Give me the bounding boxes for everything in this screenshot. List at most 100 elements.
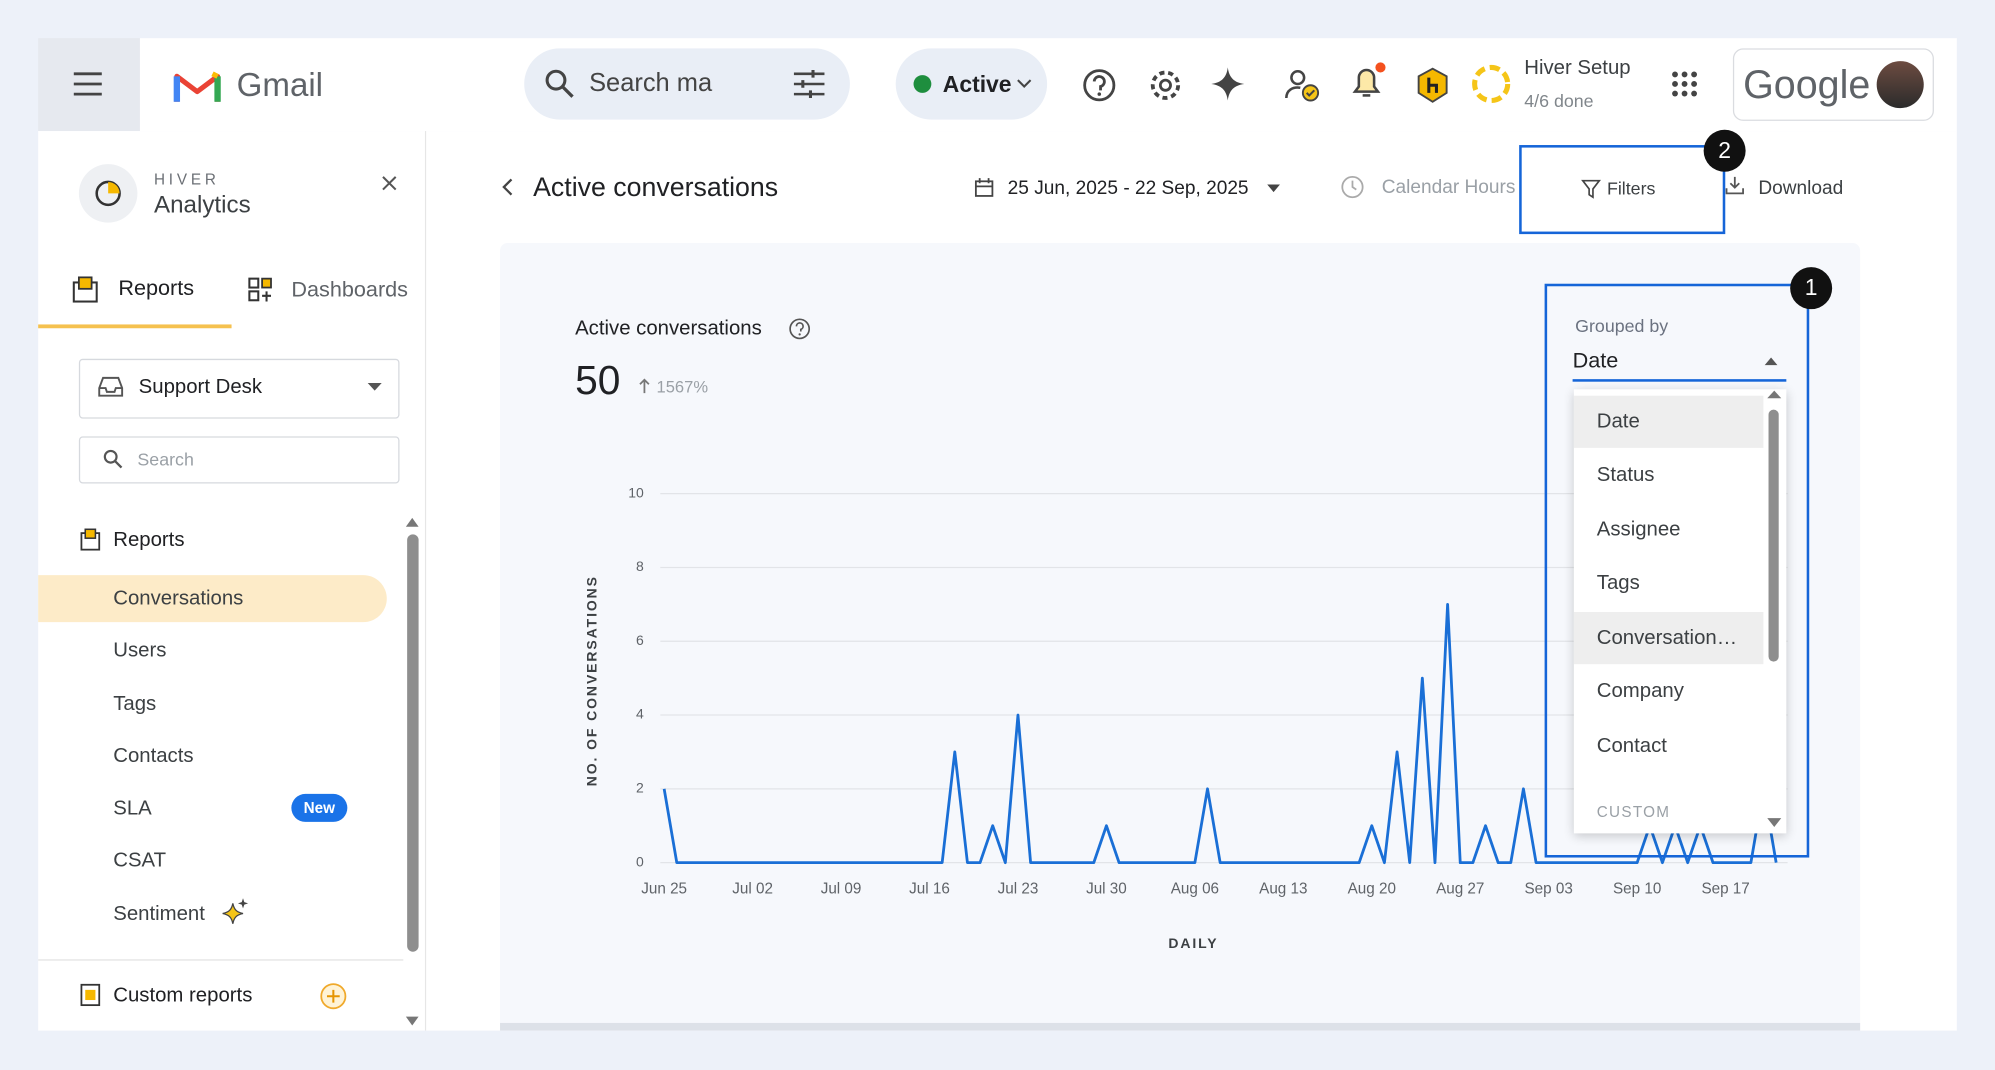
brand-name: Analytics xyxy=(153,192,251,219)
user-check-icon[interactable] xyxy=(1285,67,1321,103)
info-icon[interactable] xyxy=(789,318,811,340)
up-arrow xyxy=(639,378,650,394)
nav-item[interactable]: SLA xyxy=(113,797,152,820)
tab-dashboards[interactable]: Dashboards xyxy=(291,277,408,302)
help-icon[interactable] xyxy=(1081,67,1117,103)
x-tick-label: Jul 16 xyxy=(909,880,950,897)
setup-title[interactable]: Hiver Setup xyxy=(1524,57,1631,79)
custom-reports-icon xyxy=(80,983,101,1007)
add-custom-report[interactable] xyxy=(319,983,347,1010)
status-label: Active xyxy=(942,71,1012,98)
download-icon xyxy=(1725,176,1744,195)
dropdown-menu xyxy=(1573,389,1787,834)
group-option[interactable]: Conversation… xyxy=(1596,627,1738,649)
y-tick-label: 4 xyxy=(636,706,644,722)
group-option[interactable]: Status xyxy=(1596,464,1655,487)
y-tick-label: 6 xyxy=(636,632,644,648)
gemini-icon[interactable] xyxy=(1211,67,1245,101)
custom-section: CUSTOM xyxy=(1596,802,1671,821)
filter-options-icon[interactable] xyxy=(793,69,825,98)
group-option[interactable]: Tags xyxy=(1596,572,1640,595)
highlight-box xyxy=(1519,145,1726,235)
select-underline xyxy=(1572,379,1787,382)
tab-reports[interactable]: Reports xyxy=(118,276,195,301)
hiver-icon[interactable] xyxy=(1416,67,1449,103)
nav-item[interactable]: Contacts xyxy=(113,745,194,768)
report-title: Active conversations xyxy=(533,173,779,203)
gmail-logo xyxy=(173,71,221,102)
filters-button[interactable]: Filters xyxy=(1606,178,1656,199)
sidebar-scroll-thumb[interactable] xyxy=(407,534,419,952)
menu-icon xyxy=(73,72,102,96)
search-icon xyxy=(545,69,574,98)
filter-icon xyxy=(1581,179,1601,199)
callout-badge: 1 xyxy=(1790,267,1833,310)
active-nav-highlight xyxy=(38,575,387,623)
metric-label: Active conversations xyxy=(575,318,762,340)
x-tick-label: Sep 03 xyxy=(1525,880,1573,897)
download-button[interactable]: Download xyxy=(1758,177,1844,200)
setup-progress: 4/6 done xyxy=(1524,90,1594,111)
close-icon[interactable] xyxy=(382,176,397,191)
reports-icon xyxy=(80,528,101,551)
x-tick-label: Jun 25 xyxy=(641,880,687,897)
y-tick-label: 2 xyxy=(636,780,644,796)
y-axis-title: NO. OF CONVERSATIONS xyxy=(584,575,600,786)
clock-icon xyxy=(1341,175,1364,199)
settings-icon[interactable] xyxy=(1148,67,1184,103)
inbox-name: Support Desk xyxy=(138,376,263,399)
hours-setting[interactable]: Calendar Hours xyxy=(1381,176,1516,198)
dropdown-scroll-thumb[interactable] xyxy=(1768,409,1779,662)
top-bar xyxy=(139,38,1957,132)
caret xyxy=(1017,79,1032,88)
dashboards-tab-icon xyxy=(248,277,272,302)
nav-item[interactable]: Users xyxy=(113,639,167,662)
search-placeholder: Search ma xyxy=(589,69,713,98)
nav-item[interactable]: Conversations xyxy=(113,587,244,610)
card-bottom xyxy=(500,1022,1861,1031)
y-tick-label: 0 xyxy=(636,853,644,869)
x-tick-label: Aug 06 xyxy=(1171,880,1219,897)
reports-tab-icon xyxy=(72,276,98,303)
option-highlight xyxy=(1573,395,1764,448)
caret xyxy=(367,382,382,391)
x-tick-label: Jul 30 xyxy=(1086,880,1127,897)
app-name: Gmail xyxy=(236,65,324,104)
group-option[interactable]: Company xyxy=(1596,680,1684,703)
x-tick-label: Sep 17 xyxy=(1701,880,1749,897)
status-dot xyxy=(913,75,932,93)
group-option[interactable]: Date xyxy=(1596,410,1640,433)
inbox-icon xyxy=(98,376,124,397)
group-by-value[interactable]: Date xyxy=(1572,348,1619,373)
avatar[interactable] xyxy=(1876,61,1924,109)
option-highlight xyxy=(1573,611,1764,665)
caret-up xyxy=(1764,357,1778,366)
notification-icon[interactable] xyxy=(1350,62,1386,100)
y-tick-label: 10 xyxy=(628,484,644,500)
metric-value: 50 xyxy=(575,356,621,403)
x-tick-label: Sep 10 xyxy=(1613,880,1661,897)
group-option[interactable]: Assignee xyxy=(1596,519,1681,541)
inbox-select[interactable] xyxy=(78,358,400,419)
nav-item[interactable]: Tags xyxy=(113,693,157,716)
sidebar-search[interactable] xyxy=(78,436,400,484)
highlight-box xyxy=(1544,283,1810,858)
date-range[interactable]: 25 Jun, 2025 - 22 Sep, 2025 xyxy=(1007,177,1249,200)
nav-item[interactable]: Sentiment xyxy=(113,903,205,925)
setup-progress-ring xyxy=(1472,64,1511,104)
brand-small: HIVER xyxy=(153,170,220,189)
group-by-label: Grouped by xyxy=(1575,315,1669,336)
apps-icon[interactable] xyxy=(1672,71,1698,97)
data-line xyxy=(662,602,1778,865)
back-button[interactable] xyxy=(501,178,514,196)
nav-item[interactable]: CSAT xyxy=(113,849,167,872)
sidebar-search-placeholder: Search xyxy=(137,449,194,470)
x-tick-label: Aug 27 xyxy=(1436,880,1484,897)
x-tick-label: Jul 09 xyxy=(821,880,862,897)
custom-reports[interactable]: Custom reports xyxy=(113,984,253,1007)
brand-logo xyxy=(78,164,138,223)
group-option[interactable]: Contact xyxy=(1596,735,1667,758)
